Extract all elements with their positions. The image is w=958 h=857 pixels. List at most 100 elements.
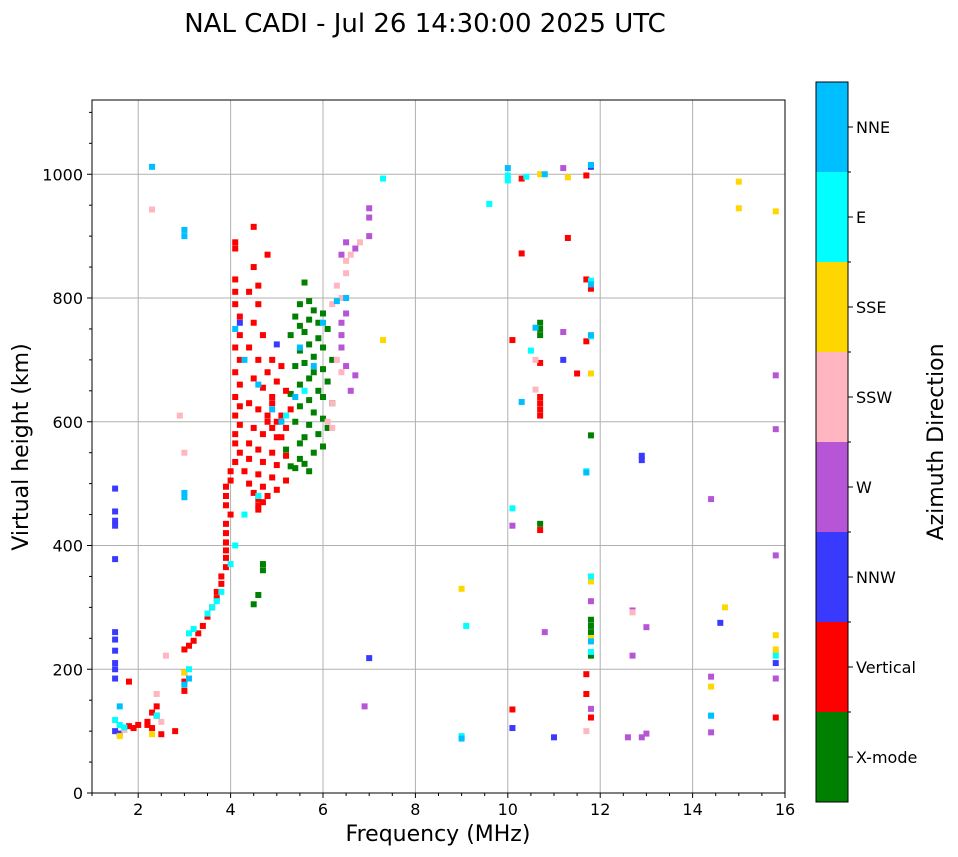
point-vertical — [227, 511, 234, 518]
point-nnw — [112, 647, 119, 654]
point-vertical — [232, 239, 239, 246]
point-sse — [772, 208, 779, 215]
point-x-mode — [587, 652, 594, 659]
point-vertical — [246, 400, 253, 407]
point-vertical — [232, 344, 239, 351]
point-nne — [278, 418, 285, 425]
point-vertical — [213, 595, 220, 602]
point-x-mode — [306, 375, 313, 382]
point-e — [587, 573, 594, 580]
point-x-mode — [301, 279, 308, 286]
point-w — [772, 675, 779, 682]
point-sse — [587, 635, 594, 642]
point-vertical — [537, 400, 544, 407]
point-ssw — [329, 301, 336, 308]
point-vertical — [227, 468, 234, 475]
point-ssw — [343, 257, 350, 264]
point-sse — [772, 632, 779, 639]
point-w — [366, 233, 373, 240]
point-ssw — [324, 418, 331, 425]
point-sse — [587, 578, 594, 585]
point-vertical — [144, 721, 151, 728]
point-w — [509, 522, 516, 529]
point-w — [352, 372, 359, 379]
point-vertical — [583, 338, 590, 345]
colorbar-label-ssw: SSW — [856, 388, 892, 407]
point-nne — [541, 171, 548, 178]
point-x-mode — [306, 468, 313, 475]
point-vertical — [269, 400, 276, 407]
y-tick-label: 600 — [52, 413, 83, 432]
point-vertical — [246, 288, 253, 295]
point-vertical — [236, 381, 243, 388]
y-tick-label: 1000 — [42, 165, 83, 184]
point-e — [186, 666, 193, 673]
point-nne — [532, 324, 539, 331]
colorbar-segment-nne — [816, 82, 848, 172]
point-nne — [343, 295, 350, 301]
point-x-mode — [301, 329, 308, 336]
x-axis-label: Frequency (MHz) — [346, 822, 531, 847]
axis-ticks: 2 4 6 8 10 12 14 16 0 200 400 600 800 1000 — [42, 111, 795, 819]
point-vertical — [222, 520, 229, 527]
point-w — [338, 319, 345, 326]
point-vertical — [537, 394, 544, 400]
point-vertical — [269, 424, 276, 431]
point-vertical — [264, 369, 271, 376]
point-x-mode — [292, 465, 299, 472]
point-e — [509, 505, 516, 512]
colorbar-label-nnw: NNW — [856, 568, 896, 587]
point-vertical — [232, 245, 239, 252]
y-tick-label: 0 — [73, 784, 83, 803]
point-vertical — [181, 687, 188, 694]
colorbar-label-nne: NNE — [856, 118, 890, 137]
point-vertical — [213, 588, 220, 595]
point-x-mode — [301, 434, 308, 441]
point-sse — [380, 337, 387, 344]
point-sse — [587, 370, 594, 377]
point-vertical — [250, 223, 257, 230]
point-vertical — [583, 172, 590, 179]
point-vertical — [190, 637, 197, 644]
point-nnw — [112, 517, 119, 524]
point-sse — [181, 669, 188, 676]
point-vertical — [509, 706, 516, 713]
point-vertical — [250, 375, 257, 382]
point-x-mode — [292, 313, 299, 320]
point-vertical — [236, 356, 243, 363]
point-w — [343, 310, 350, 317]
point-w — [772, 426, 779, 433]
point-x-mode — [315, 431, 322, 438]
point-vertical — [218, 580, 225, 587]
point-vertical — [269, 394, 276, 400]
point-vertical — [232, 288, 239, 295]
point-vertical — [264, 418, 271, 425]
point-vertical — [125, 723, 132, 730]
x-tick-label: 6 — [318, 800, 328, 819]
point-vertical — [222, 554, 229, 561]
plot-area — [92, 100, 785, 793]
point-ssw — [532, 356, 539, 363]
point-e — [121, 724, 128, 731]
point-vertical — [186, 642, 193, 649]
point-vertical — [587, 285, 594, 292]
point-w — [587, 705, 594, 712]
point-vertical — [278, 434, 285, 441]
point-nne — [310, 363, 317, 370]
y-axis-label: Virtual height (km) — [9, 343, 34, 550]
point-vertical — [259, 384, 266, 391]
point-vertical — [283, 477, 290, 484]
point-ssw — [333, 282, 340, 289]
point-w — [352, 245, 359, 252]
point-x-mode — [283, 446, 290, 453]
point-w — [347, 387, 354, 394]
point-nnw — [560, 356, 567, 363]
point-nne — [292, 394, 299, 400]
point-nnw — [772, 660, 779, 667]
colorbar-label: Azimuth Direction — [924, 343, 949, 540]
point-e — [587, 277, 594, 284]
point-x-mode — [320, 415, 326, 422]
point-e — [186, 630, 193, 637]
point-w — [643, 730, 650, 737]
point-vertical — [222, 539, 229, 546]
